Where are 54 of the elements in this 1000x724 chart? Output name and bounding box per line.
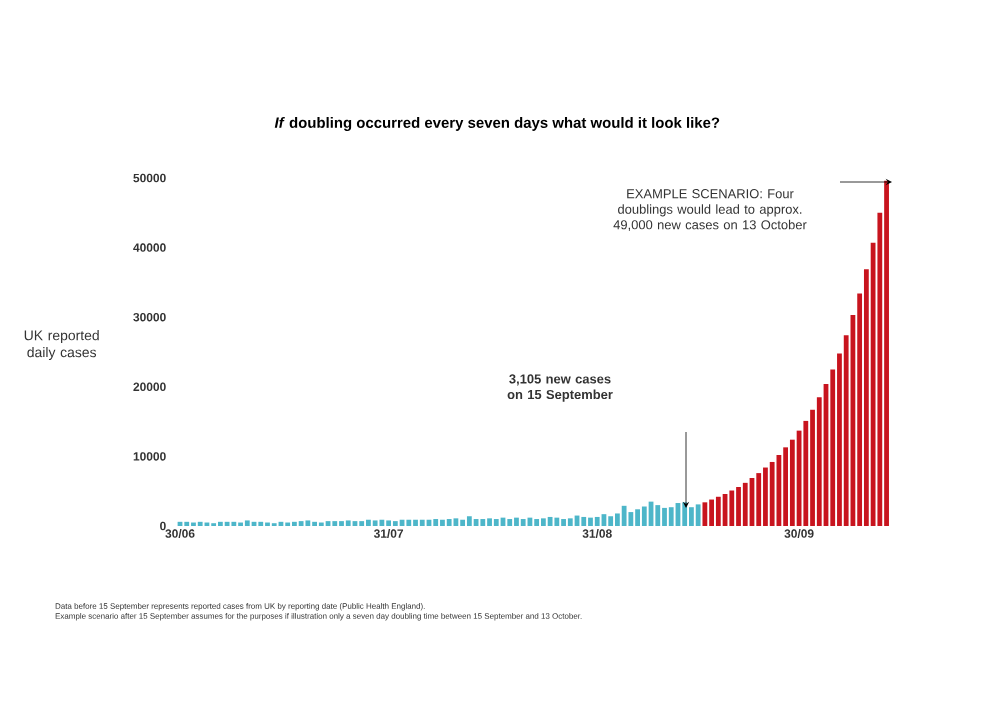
bar: [594, 516, 600, 526]
bar: [460, 519, 466, 526]
bar: [621, 505, 627, 526]
bar: [776, 455, 782, 526]
bar: [413, 519, 418, 526]
bar: [695, 504, 701, 526]
bar: [635, 509, 640, 526]
bar: [466, 516, 472, 526]
bar: [446, 519, 452, 526]
bar: [440, 519, 445, 526]
bar: [540, 518, 546, 526]
bar: [655, 505, 661, 526]
bar: [662, 507, 667, 526]
bar: [783, 447, 789, 526]
bar: [736, 487, 741, 526]
bar: [702, 502, 708, 526]
bar: [480, 519, 486, 526]
bar: [742, 482, 748, 526]
bar: [614, 513, 620, 526]
bar: [668, 507, 674, 526]
bar: [608, 516, 614, 526]
bar: [567, 518, 573, 526]
bar: [534, 519, 540, 526]
bar: [729, 490, 735, 526]
bar: [366, 519, 371, 526]
bar: [689, 507, 694, 526]
bar: [507, 519, 513, 526]
bar: [884, 180, 889, 526]
bar: [588, 517, 593, 526]
bar: [715, 496, 721, 526]
bar: [419, 519, 425, 526]
bar: [379, 519, 385, 526]
bar: [514, 517, 519, 526]
bar: [493, 519, 499, 526]
bar: [244, 520, 250, 526]
bar: [386, 520, 392, 526]
bar: [487, 518, 492, 526]
bar: [756, 473, 762, 526]
bar: [547, 516, 553, 526]
bar: [769, 461, 775, 526]
bar: [372, 520, 378, 526]
bar: [554, 517, 560, 526]
bar: [641, 506, 647, 526]
bar: [561, 519, 566, 526]
bar: [433, 519, 439, 526]
bar: [305, 520, 311, 526]
bar: [628, 512, 634, 526]
bar: [520, 519, 526, 526]
bar: [709, 499, 714, 526]
bar: [345, 520, 351, 526]
bar: [406, 519, 412, 526]
bar: [763, 467, 768, 526]
bar: [581, 516, 587, 526]
bar: [789, 439, 795, 526]
